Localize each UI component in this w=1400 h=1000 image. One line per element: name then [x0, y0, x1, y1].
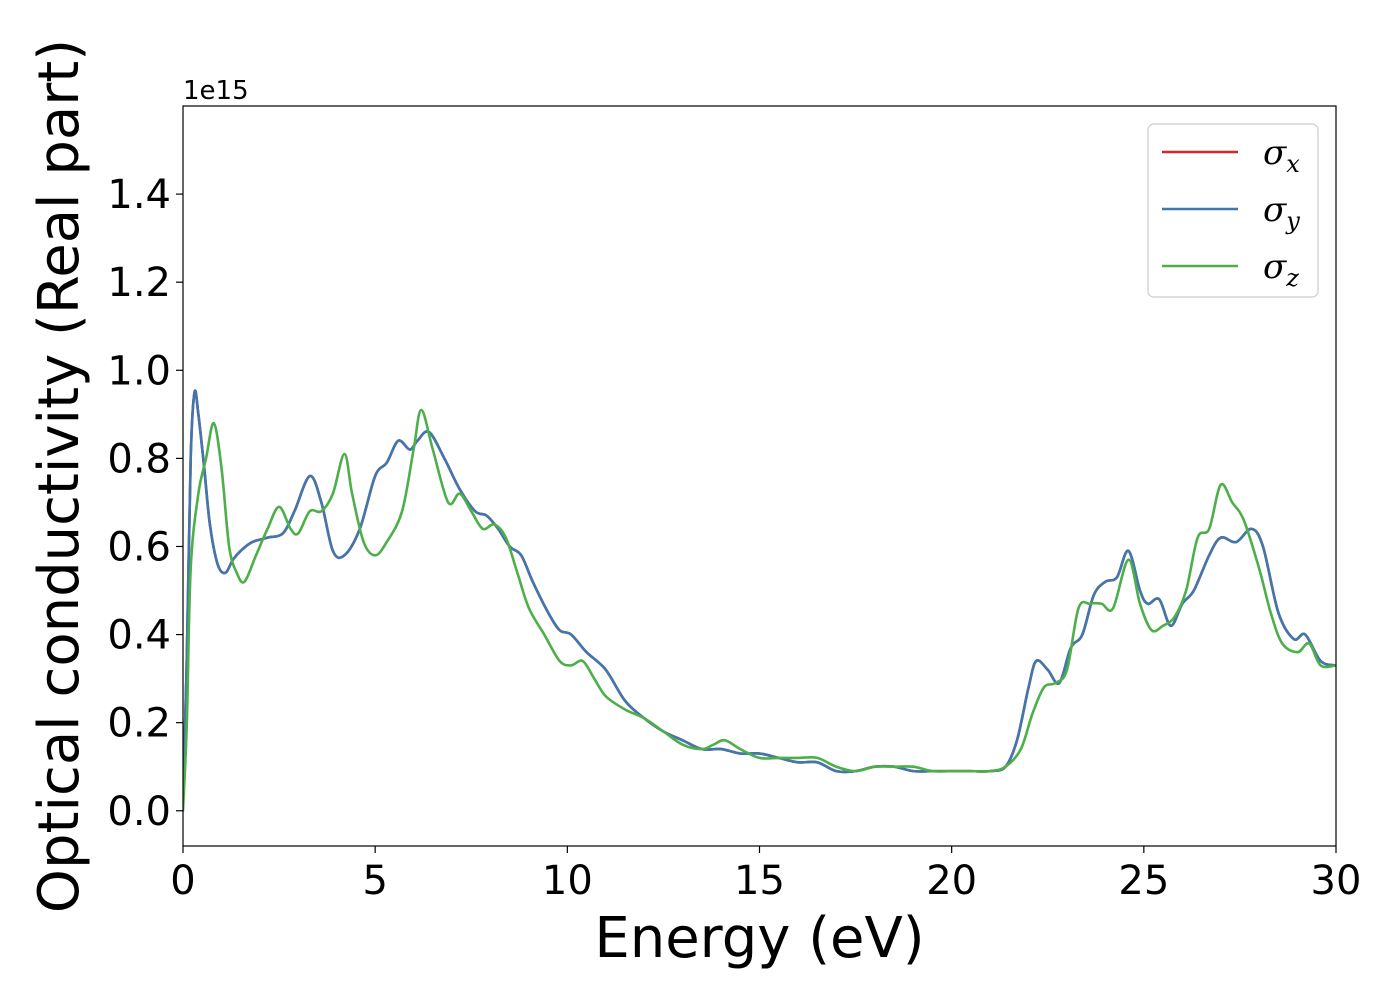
y-tick-label: 0.6: [107, 524, 171, 570]
y-axis-label: Optical conductivity (Real part): [27, 39, 92, 913]
series-line-y: [183, 389, 1336, 804]
x-tick-label: 20: [926, 858, 977, 904]
series-layer: [183, 389, 1336, 813]
y-tick-label: 0.0: [107, 789, 171, 835]
legend-label-y: σy: [1263, 190, 1300, 235]
series-line-z: [183, 408, 1336, 813]
x-tick-label: 5: [362, 858, 387, 904]
x-axis-label: Energy (eV): [594, 906, 924, 971]
x-tick-label: 0: [170, 858, 195, 904]
legend-box: [1147, 123, 1319, 298]
y-offset-label: 1e15: [183, 76, 249, 106]
y-tick-label: 1.0: [107, 348, 171, 394]
y-tick-label: 1.4: [107, 172, 171, 218]
x-tick-label: 30: [1311, 858, 1362, 904]
y-tick-label: 0.4: [107, 613, 171, 659]
y-tick-label: 1.2: [107, 260, 171, 306]
y-tick-label: 0.2: [107, 701, 171, 747]
x-tick-label: 10: [542, 858, 593, 904]
y-tick-label: 0.8: [107, 436, 171, 482]
x-tick-label: 15: [734, 858, 785, 904]
y-axis-ticks: 0.0 0.2 0.4 0.6 0.8 1.0 1.2 1.4: [107, 172, 183, 835]
x-tick-label: 25: [1118, 858, 1169, 904]
x-axis-ticks: 0 5 10 15 20 25 30: [170, 846, 1361, 904]
